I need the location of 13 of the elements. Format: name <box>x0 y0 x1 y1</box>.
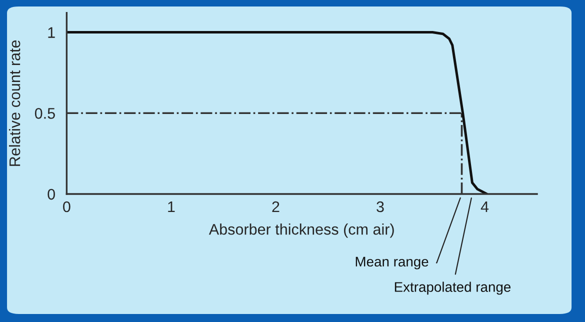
x-tick-label: 4 <box>480 202 489 212</box>
x-tick-label: 1 <box>168 202 175 212</box>
text: Extrapolated range <box>394 282 511 295</box>
x-axis-title: Absorber thickness (cm air) <box>208 224 394 238</box>
y-tick-label: 1 <box>48 27 55 38</box>
line-series <box>66 31 488 194</box>
y-tick-label: 0.5 <box>34 108 55 119</box>
x-tick-label: 2 <box>272 201 280 212</box>
x-tick-label: 3 <box>376 201 384 212</box>
x-tick-label: 0 <box>63 201 70 212</box>
y-tick-label: 0 <box>48 188 55 200</box>
y-axis-title: Relative count rate <box>8 40 20 166</box>
ref-line-label: Mean range <box>356 256 428 270</box>
